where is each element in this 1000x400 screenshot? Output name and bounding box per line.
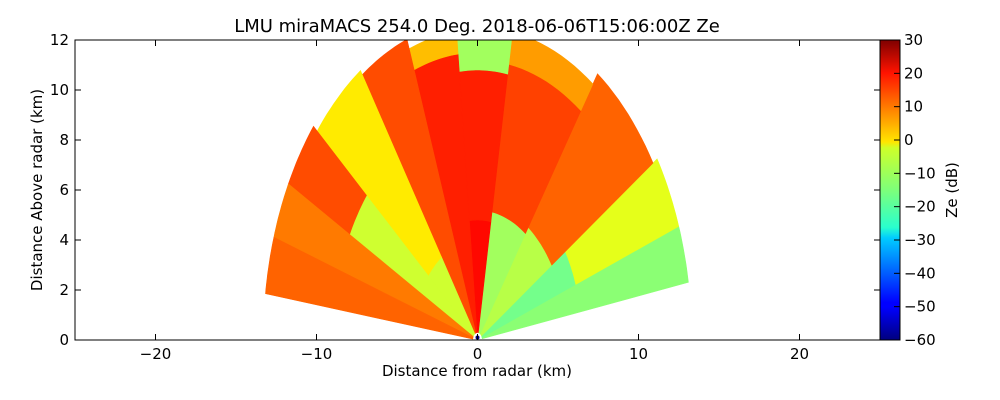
colorbar-tick-label: −30 — [904, 231, 936, 249]
x-tick-label: 0 — [473, 345, 483, 363]
colorbar-ticks: 30 20 10 0 −10 −20 −30 −40 −50 −60 — [894, 31, 936, 349]
chart-title: LMU miraMACS 254.0 Deg. 2018-06-06T15:06… — [234, 16, 720, 37]
colorbar-tick-label: 20 — [904, 64, 923, 82]
y-tick-label: 10 — [50, 81, 69, 99]
y-axis-ticks: 0 2 4 6 8 10 12 — [50, 31, 880, 349]
x-tick-label: 20 — [790, 345, 809, 363]
y-tick-label: 12 — [50, 31, 69, 49]
x-axis-ticks: −20 −10 0 10 20 — [140, 40, 809, 363]
x-tick-label: 10 — [629, 345, 648, 363]
colorbar-tick-label: −50 — [904, 298, 936, 316]
y-tick-label: 8 — [59, 131, 69, 149]
colorbar-tick-label: 30 — [904, 31, 923, 49]
radar-sector-19 — [265, 236, 474, 340]
radar-sector-10 — [456, 40, 512, 75]
x-axis-label: Distance from radar (km) — [382, 362, 572, 380]
colorbar-tick-label: −60 — [904, 331, 936, 349]
y-tick-label: 4 — [59, 231, 69, 249]
y-tick-label: 2 — [59, 281, 69, 299]
colorbar-gradient — [879, 39, 901, 341]
colorbar-tick-label: 0 — [904, 131, 914, 149]
radar-sectors — [265, 40, 689, 340]
plot-area — [265, 40, 689, 340]
colorbar: 30 20 10 0 −10 −20 −30 −40 −50 −60 Ze (dB) — [879, 31, 961, 349]
colorbar-tick-label: −10 — [904, 164, 936, 182]
colorbar-tick-label: −20 — [904, 198, 936, 216]
colorbar-label: Ze (dB) — [943, 162, 961, 218]
x-tick-label: −10 — [301, 345, 333, 363]
x-tick-label: −20 — [140, 345, 172, 363]
colorbar-tick-label: 10 — [904, 98, 923, 116]
colorbar-tick-label: −40 — [904, 264, 936, 282]
y-axis-label: Distance Above radar (km) — [28, 89, 46, 291]
y-tick-label: 6 — [59, 181, 69, 199]
y-tick-label: 0 — [59, 331, 69, 349]
